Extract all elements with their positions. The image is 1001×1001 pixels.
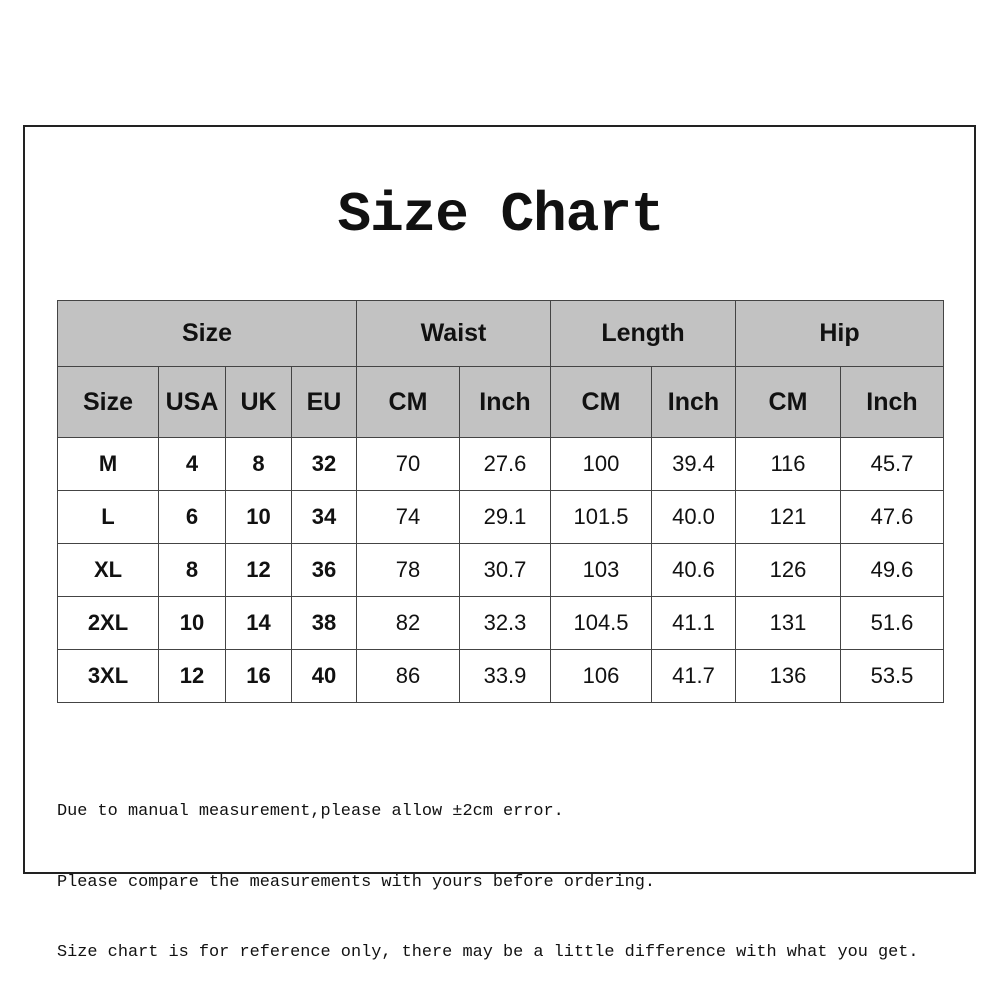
note-line: Size chart is for reference only, there … — [57, 943, 919, 962]
column-header: USA — [158, 366, 226, 438]
table-row: 3XL 12 16 40 86 33.9 106 41.7 136 53.5 — [57, 649, 944, 703]
table-cell: 41.1 — [651, 596, 736, 650]
table-cell: 47.6 — [840, 490, 944, 544]
table-cell: 53.5 — [840, 649, 944, 703]
size-table: Size Waist Length Hip Size USA UK EU CM Inch C… — [57, 300, 944, 703]
table-cell: 30.7 — [459, 543, 551, 597]
table-cell: 40.6 — [651, 543, 736, 597]
table-cell: 2XL — [57, 596, 159, 650]
table-cell: 86 — [356, 649, 460, 703]
note-line: Due to manual measurement,please allow ±… — [57, 802, 564, 821]
column-header: Inch — [840, 366, 944, 438]
table-cell: 3XL — [57, 649, 159, 703]
table-cell: 16 — [225, 649, 292, 703]
group-header: Hip — [735, 300, 944, 367]
table-cell: XL — [57, 543, 159, 597]
notes: Due to manual measurement,please allow ±… — [57, 753, 919, 988]
chart-border — [23, 125, 976, 874]
table-cell: 10 — [158, 596, 226, 650]
sub-header-row: Size USA UK EU CM Inch CM Inch CM Inch — [57, 366, 944, 438]
table-cell: 103 — [550, 543, 652, 597]
column-header: Size — [57, 366, 159, 438]
table-cell: 40.0 — [651, 490, 736, 544]
table-cell: 10 — [225, 490, 292, 544]
table-cell: 45.7 — [840, 437, 944, 491]
table-cell: 32.3 — [459, 596, 551, 650]
table-cell: 100 — [550, 437, 652, 491]
column-header: CM — [356, 366, 460, 438]
column-header: CM — [735, 366, 841, 438]
page-title: Size Chart — [337, 183, 664, 247]
table-cell: 121 — [735, 490, 841, 544]
table-cell: 32 — [291, 437, 357, 491]
column-header: CM — [550, 366, 652, 438]
table-cell: 34 — [291, 490, 357, 544]
table-cell: 78 — [356, 543, 460, 597]
table-cell: 29.1 — [459, 490, 551, 544]
table-cell: 41.7 — [651, 649, 736, 703]
group-header: Waist — [356, 300, 551, 367]
group-header-row: Size Waist Length Hip — [57, 300, 944, 367]
group-header: Size — [57, 300, 357, 367]
table-cell: 116 — [735, 437, 841, 491]
group-header: Length — [550, 300, 736, 367]
table-cell: 104.5 — [550, 596, 652, 650]
table-row: 2XL 10 14 38 82 32.3 104.5 41.1 131 51.6 — [57, 596, 944, 650]
column-header: EU — [291, 366, 357, 438]
table-cell: L — [57, 490, 159, 544]
table-cell: 136 — [735, 649, 841, 703]
table-cell: 131 — [735, 596, 841, 650]
table-cell: 74 — [356, 490, 460, 544]
table-cell: 101.5 — [550, 490, 652, 544]
table-cell: 40 — [291, 649, 357, 703]
table-cell: 6 — [158, 490, 226, 544]
column-header: Inch — [459, 366, 551, 438]
table-cell: 27.6 — [459, 437, 551, 491]
table-row: XL 8 12 36 78 30.7 103 40.6 126 49.6 — [57, 543, 944, 597]
table-row: M 4 8 32 70 27.6 100 39.4 116 45.7 — [57, 437, 944, 491]
table-cell: 12 — [158, 649, 226, 703]
table-cell: 106 — [550, 649, 652, 703]
table-cell: 14 — [225, 596, 292, 650]
table-cell: 33.9 — [459, 649, 551, 703]
table-cell: 82 — [356, 596, 460, 650]
table-cell: 4 — [158, 437, 226, 491]
table-cell: 70 — [356, 437, 460, 491]
column-header: UK — [225, 366, 292, 438]
table-cell: 8 — [158, 543, 226, 597]
table-row: L 6 10 34 74 29.1 101.5 40.0 121 47.6 — [57, 490, 944, 544]
table-cell: 12 — [225, 543, 292, 597]
table-cell: M — [57, 437, 159, 491]
table-cell: 8 — [225, 437, 292, 491]
column-header: Inch — [651, 366, 736, 438]
table-cell: 126 — [735, 543, 841, 597]
table-cell: 51.6 — [840, 596, 944, 650]
note-line: Please compare the measurements with you… — [57, 872, 656, 892]
table-cell: 38 — [291, 596, 357, 650]
table-cell: 49.6 — [840, 543, 944, 597]
table-cell: 39.4 — [651, 437, 736, 491]
table-cell: 36 — [291, 543, 357, 597]
